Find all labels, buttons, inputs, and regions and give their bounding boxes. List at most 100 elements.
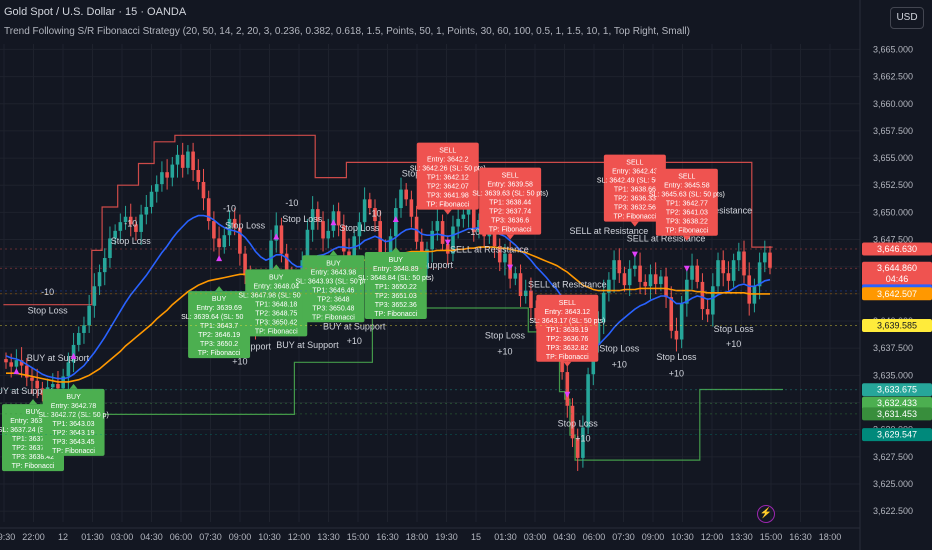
candle-body (674, 330, 679, 340)
x-tick-label: 06:00 (170, 532, 193, 542)
candle-body (690, 265, 694, 280)
buy-signal-box: BUY Entry: 3643.98 SL: 3643.93 (SL: 50 pts… (295, 250, 371, 323)
chart-annotation: Stop Loss (28, 305, 69, 315)
chart-annotation: -10 (223, 203, 236, 213)
signal-box-line: Entry: 3638.12 (10, 418, 56, 425)
candle-body (14, 360, 19, 367)
buy-arrow-icon (13, 368, 20, 375)
signal-box-pointer (272, 264, 281, 270)
x-tick-label: 16:30 (376, 532, 399, 542)
ma-fast-line (5, 214, 771, 380)
signal-box-line: TP2: 3648.75 (255, 310, 297, 317)
signal-box-line: TP3: 3632.56 (614, 205, 656, 212)
candle-body (529, 290, 533, 308)
signal-box-line: Entry: 3645.58 (664, 183, 710, 190)
signal-box-line: SL: 3643.93 (SL: 50 pts) (295, 278, 371, 285)
lightning-icon[interactable]: ⚡ (757, 505, 775, 523)
candle-body (601, 292, 606, 323)
candle-body (581, 427, 585, 458)
candle-body (638, 265, 642, 282)
sell-signal-box: SELL Entry: 3645.58 SL: 3645.63 (SL: 50 pt… (649, 168, 725, 241)
candle-body (113, 230, 117, 239)
candle-body (186, 151, 190, 168)
signal-box-line: TP1: 3638.66 (614, 187, 656, 194)
signal-box-bg (188, 291, 251, 359)
candle-body (212, 221, 216, 239)
signal-box-line: TP2: 3648 (317, 296, 349, 303)
indicator-title: Trend Following S/R Fibonacci Strategy (… (4, 26, 690, 37)
price-label: 3,644.860 (877, 263, 917, 273)
candle-body (144, 206, 149, 215)
signal-box-line: TP2: 3642.07 (427, 184, 469, 191)
candle-body (664, 276, 668, 298)
signal-box-line: SL: 3645.63 (SL: 50 pts) (649, 192, 725, 199)
candle-body (742, 251, 746, 276)
signal-box-pointer (215, 286, 224, 292)
candle-body (24, 365, 29, 378)
candle-body (310, 209, 315, 230)
signal-box-line: TP3: 3632.82 (546, 345, 588, 352)
candle-body (503, 253, 507, 263)
x-tick-label: 03:00 (524, 532, 547, 542)
signal-box-line: TP1: 3637.73 (12, 436, 54, 443)
candle-body (357, 222, 362, 237)
x-tick-label: 06:00 (583, 532, 606, 542)
chart-annotation: BUY at Support (0, 386, 53, 396)
signal-box-line: TP2: 3641.03 (666, 210, 708, 217)
signal-box-pointer (563, 361, 572, 367)
signal-box-line: TP2: 3637.99 (12, 445, 54, 452)
signal-box-line: SL: 3639.63 (SL: 50 pts) (472, 191, 548, 198)
signal-box-line: TP1: 3639.19 (546, 327, 588, 334)
candle-body (217, 238, 221, 248)
signal-box-line: Entry: 3648.04 (253, 283, 299, 290)
x-tick-label: 09:00 (229, 532, 252, 542)
candle-body (752, 286, 757, 304)
candle-body (279, 225, 284, 254)
candle-body (87, 305, 91, 326)
price-label: 3,639.585 (877, 321, 917, 331)
candle-body (445, 243, 450, 254)
y-tick-label: 3,647.500 (873, 235, 913, 245)
candle-body (534, 307, 538, 320)
candle-body (633, 265, 637, 269)
candle-body (201, 181, 206, 199)
candle-body (76, 332, 81, 345)
y-tick-label: 3,622.500 (873, 506, 913, 516)
x-tick-label: 01:30 (494, 532, 517, 542)
signal-box-pointer (682, 235, 691, 241)
x-tick-label: 16:30 (789, 532, 812, 542)
signal-box-line: TP1: 3646.46 (312, 287, 354, 294)
x-tick-label: 12:00 (701, 532, 724, 542)
candle-body (206, 198, 211, 222)
price-label-time: 04:46 (886, 274, 909, 284)
candle-body (134, 224, 138, 232)
signal-box-pointer (630, 221, 639, 227)
signal-box-line: TP: Fibonacci (255, 328, 298, 335)
candle-body (695, 265, 700, 282)
candle-body (435, 221, 440, 231)
chart-annotation: Stop Loss (558, 418, 599, 428)
signal-box-line: Entry: 3643.12 (545, 309, 591, 316)
signal-box-line: SL: 3643.17 (SL: 50 pts) (529, 318, 605, 325)
y-tick-label: 3,655.000 (873, 153, 913, 163)
candle-body (118, 222, 123, 231)
chart-annotation: -10 (285, 198, 298, 208)
x-tick-label: 01:30 (81, 532, 104, 542)
buy-signal-box: BUY Entry: 3642.78 SL: 3642.72 (SL: 50 p) T… (38, 383, 109, 456)
price-label-bg (862, 242, 932, 256)
candle-body (66, 362, 71, 377)
x-tick-label: 03:00 (111, 532, 134, 542)
signal-box-line: SELL (678, 174, 695, 181)
signal-box-line: Entry: 3639.58 (487, 182, 533, 189)
signal-box-line: TP: Fibonacci (546, 354, 589, 361)
currency-button[interactable]: USD (890, 7, 924, 29)
sell-signal-box: SELL Entry: 3642.2 SL: 3642.26 (SL: 50 pts… (410, 142, 486, 215)
candle-body (726, 273, 731, 281)
chart-annotation: +10 (669, 368, 684, 378)
signal-box-line: SELL (626, 160, 643, 167)
chart-annotation: Stop Loss (485, 330, 526, 340)
candle-body (763, 252, 767, 263)
candle-body (747, 275, 752, 304)
sell-signal-box: SELL Entry: 3642.43 SL: 3642.49 (SL: 50 pt… (597, 154, 673, 227)
